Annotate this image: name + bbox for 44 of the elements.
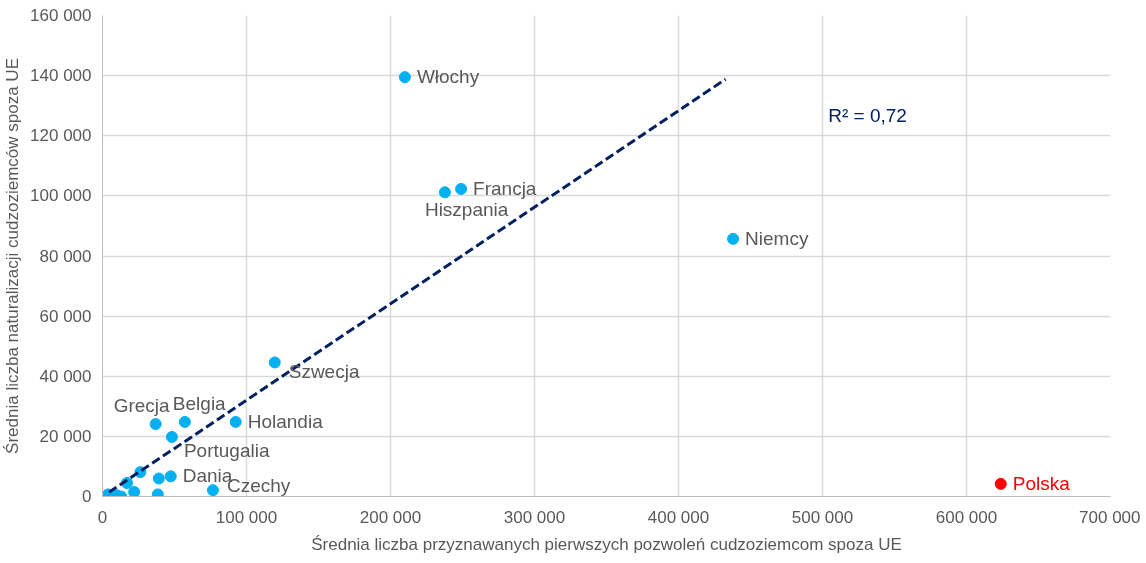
point xyxy=(398,71,411,84)
y-tick-label: 20 000 xyxy=(39,426,92,446)
point xyxy=(438,186,451,199)
point xyxy=(268,356,281,369)
y-tick-label: 40 000 xyxy=(39,366,92,386)
y-tick-label: 140 000 xyxy=(30,66,92,86)
annotation: R² = 0,72 xyxy=(828,105,907,127)
x-tick-label: 500 000 xyxy=(791,507,854,527)
annotation: Belgia xyxy=(172,392,227,414)
series-label: Polska xyxy=(1012,472,1071,494)
x-tick-label: 200 000 xyxy=(359,507,422,527)
point xyxy=(164,470,177,483)
x-tick-label: 400 000 xyxy=(647,507,710,527)
y-tick-label: 120 000 xyxy=(30,126,92,146)
annotation: Szwecja xyxy=(288,361,360,383)
point xyxy=(165,430,178,443)
annotation: Grecja xyxy=(113,395,171,417)
x-tick-label: 600 000 xyxy=(935,507,998,527)
x-tick-label: 100 000 xyxy=(215,507,278,527)
x-tick-label: 300 000 xyxy=(503,507,566,527)
point xyxy=(206,484,219,497)
point xyxy=(178,415,191,428)
annotation: Niemcy xyxy=(745,227,809,249)
x-axis-title: Średnia liczba przyznawanych pierwszych pozwoleń cudzoziemcom spoza UE xyxy=(311,534,902,554)
y-tick-label: 60 000 xyxy=(39,306,92,326)
annotation: Włochy xyxy=(416,66,480,88)
point xyxy=(229,415,242,428)
x-tick-label: 700 000 xyxy=(1079,507,1141,527)
annotation: Francja xyxy=(473,177,537,199)
y-axis-title: Średnia liczba naturalizacji cudzoziemców spoza UE xyxy=(3,58,23,454)
y-tick-label: 160 000 xyxy=(30,6,92,25)
point xyxy=(455,182,468,195)
annotation: Portugalia xyxy=(183,439,270,461)
point xyxy=(994,477,1007,490)
point xyxy=(128,486,141,497)
y-tick-label: 80 000 xyxy=(39,246,92,266)
x-tick-label: 0 xyxy=(97,507,108,527)
y-tick-label: 0 xyxy=(82,487,92,506)
point xyxy=(152,472,165,485)
point xyxy=(149,418,162,431)
annotation: Hiszpania xyxy=(424,199,509,221)
point xyxy=(727,232,740,245)
y-tick-label: 100 000 xyxy=(30,186,92,206)
annotation: Holandia xyxy=(247,410,324,432)
